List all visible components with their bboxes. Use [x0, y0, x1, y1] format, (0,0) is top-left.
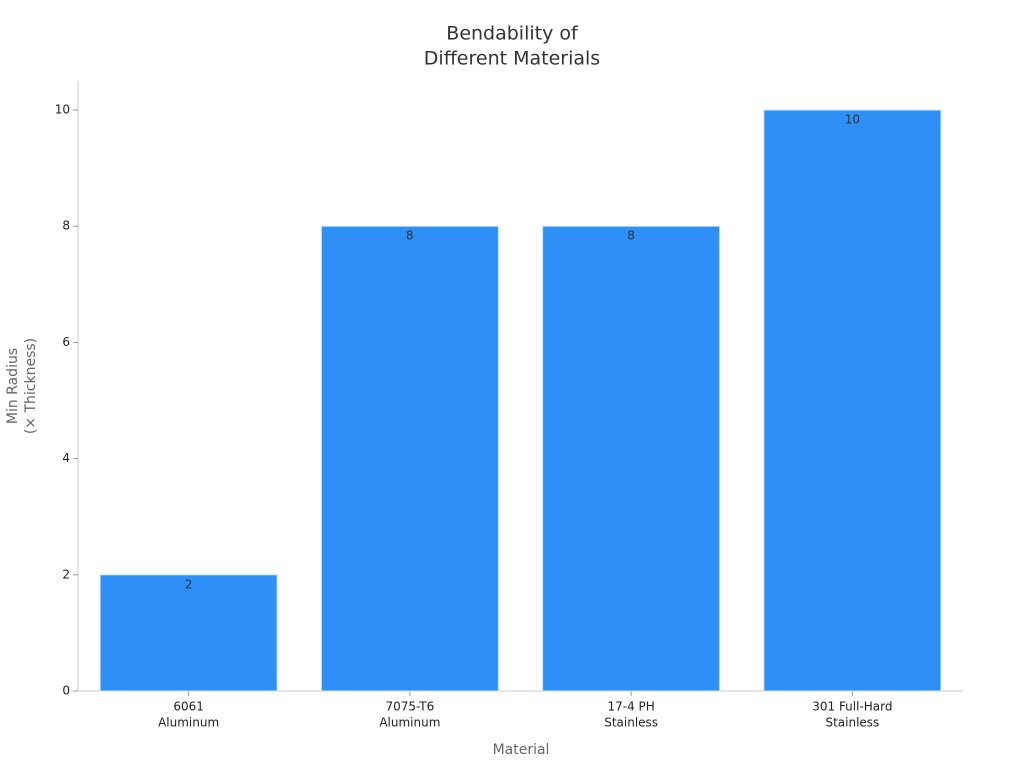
y-tick-label: 6	[62, 335, 70, 349]
value-label: 8	[406, 229, 414, 243]
bar	[763, 109, 942, 692]
y-axis-title: Min Radius	[5, 348, 21, 424]
x-tick-label: Stainless	[825, 716, 879, 730]
x-tick-label: 17-4 PH	[607, 700, 654, 714]
x-axis-title: Material	[493, 742, 550, 758]
value-label: 10	[845, 113, 860, 127]
x-tick-label: 6061	[173, 700, 204, 714]
x-tick-label: Aluminum	[158, 716, 219, 730]
x-tick-label: Aluminum	[379, 716, 440, 730]
value-label: 2	[185, 577, 193, 591]
bar	[542, 225, 721, 692]
y-tick-label: 10	[55, 103, 70, 117]
chart-title: Bendability of	[446, 23, 579, 45]
chart-title: Different Materials	[424, 48, 600, 70]
bar	[320, 225, 499, 692]
x-tick-label: 301 Full-Hard	[812, 700, 892, 714]
y-tick-label: 8	[62, 219, 70, 233]
y-axis-title: (× Thickness)	[23, 338, 39, 434]
x-tick-label: Stainless	[604, 716, 658, 730]
y-tick-label: 4	[62, 451, 70, 465]
bar	[99, 574, 278, 692]
y-tick-label: 0	[62, 684, 70, 698]
y-tick-label: 2	[62, 567, 70, 581]
value-label: 8	[627, 229, 635, 243]
x-tick-label: 7075-T6	[386, 700, 435, 714]
